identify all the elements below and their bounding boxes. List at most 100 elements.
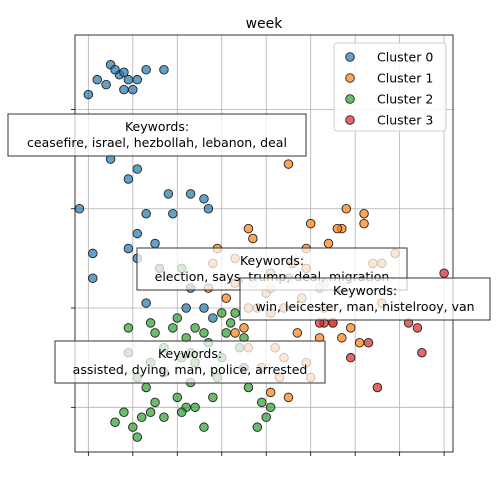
- point-cluster-0-24: [150, 238, 160, 249]
- point-cluster-2-26: [159, 412, 169, 423]
- point-cluster-0-8: [101, 79, 111, 90]
- point-cluster-0-7: [159, 64, 169, 75]
- point-cluster-2-25: [132, 432, 143, 442]
- keyword-label-3: Keywords: assisted, dying, man, police, a…: [73, 346, 308, 377]
- point-cluster-0-11: [119, 67, 129, 77]
- chart-title: week: [246, 16, 284, 32]
- point-cluster-1-4: [359, 208, 369, 219]
- point-cluster-0-27: [88, 248, 98, 259]
- point-cluster-1-44: [265, 387, 276, 398]
- point-cluster-1-38: [354, 338, 365, 348]
- point-cluster-1-18: [248, 233, 258, 244]
- point-cluster-2-21: [136, 412, 147, 423]
- point-cluster-2-30: [261, 412, 271, 423]
- keyword-box-2: [239, 277, 491, 321]
- keyword-label-0: Keywords: ceasefire, israel, hezbollah, l…: [27, 119, 287, 150]
- point-cluster-2-43: [221, 328, 231, 338]
- point-cluster-2-18: [172, 392, 183, 403]
- point-cluster-2-0: [230, 308, 240, 318]
- point-cluster-2-4: [172, 313, 183, 323]
- keyword-box-3: [54, 340, 326, 384]
- point-cluster-2-39: [123, 323, 134, 333]
- point-cluster-2-40: [150, 328, 160, 338]
- legend-label-0: Cluster 0: [377, 50, 433, 65]
- point-cluster-0-15: [163, 189, 174, 199]
- point-cluster-0-17: [123, 174, 134, 184]
- point-cluster-2-19: [150, 397, 160, 408]
- point-cluster-3-1: [363, 338, 374, 348]
- point-cluster-2-3: [190, 323, 200, 333]
- point-cluster-2-46: [265, 402, 276, 413]
- point-cluster-1-36: [337, 333, 347, 343]
- point-cluster-1-48: [243, 223, 254, 234]
- point-cluster-0-19: [141, 208, 151, 219]
- point-cluster-0-4: [110, 64, 120, 75]
- plot-frame: [74, 34, 454, 453]
- point-cluster-0-29: [141, 298, 151, 308]
- point-cluster-0-32: [208, 313, 218, 323]
- point-cluster-0-10: [128, 84, 138, 95]
- point-cluster-0-16: [185, 189, 196, 199]
- legend-marker-2: [345, 94, 355, 104]
- point-cluster-0-18: [74, 203, 85, 214]
- point-cluster-2-15: [243, 382, 254, 393]
- point-cluster-2-22: [128, 422, 138, 432]
- point-cluster-1-0: [283, 159, 294, 169]
- point-cluster-0-9: [119, 84, 129, 95]
- point-cluster-1-16: [359, 218, 369, 229]
- legend-marker-3: [345, 115, 355, 125]
- point-cluster-2-31: [257, 397, 267, 408]
- point-cluster-3-2: [345, 352, 356, 363]
- point-cluster-3-0: [439, 268, 449, 279]
- legend: Cluster 0 Cluster 1 Cluster 2 Cluster 3: [333, 42, 447, 132]
- point-cluster-2-16: [208, 392, 218, 403]
- legend-marker-1: [345, 73, 355, 83]
- point-cluster-0-20: [168, 208, 178, 219]
- point-cluster-1-45: [283, 392, 294, 403]
- point-cluster-1-30: [230, 328, 240, 338]
- point-cluster-0-5: [132, 74, 143, 85]
- point-cluster-0-28: [88, 273, 98, 284]
- keyword-annotations: Keywords: ceasefire, israel, hezbollah, l…: [7, 113, 491, 384]
- point-cluster-0-34: [199, 303, 209, 313]
- point-cluster-2-1: [225, 318, 236, 328]
- point-cluster-0-14: [132, 164, 143, 174]
- legend-label-1: Cluster 1: [377, 71, 433, 86]
- point-cluster-2-20: [145, 407, 156, 418]
- point-cluster-2-37: [217, 308, 227, 318]
- point-cluster-1-2: [332, 223, 343, 234]
- keyword-label-2: Keywords: win, leicester, man, nistelrooy…: [255, 283, 474, 314]
- point-cluster-2-24: [110, 417, 120, 427]
- point-cluster-2-33: [141, 382, 151, 393]
- point-cluster-2-32: [145, 318, 156, 328]
- point-cluster-2-45: [168, 323, 178, 333]
- point-cluster-2-23: [119, 407, 129, 418]
- point-cluster-3-9: [372, 382, 383, 393]
- point-cluster-0-22: [203, 203, 214, 214]
- point-cluster-3-8: [412, 323, 423, 333]
- point-cluster-2-17: [190, 402, 200, 413]
- point-cluster-2-42: [199, 328, 209, 338]
- legend-box: [333, 42, 447, 132]
- point-cluster-0-21: [199, 194, 209, 204]
- legend-label-3: Cluster 3: [377, 113, 433, 128]
- point-cluster-2-28: [199, 422, 209, 432]
- point-cluster-1-28: [221, 293, 231, 303]
- point-cluster-2-44: [176, 407, 187, 418]
- point-cluster-2-29: [252, 422, 263, 432]
- point-cluster-1-8: [323, 238, 334, 249]
- point-cluster-1-33: [292, 328, 303, 338]
- axis-ticks: [71, 109, 445, 456]
- point-cluster-0-31: [181, 303, 191, 313]
- point-cluster-3-6: [417, 347, 427, 358]
- point-cluster-0-12: [83, 89, 94, 100]
- point-cluster-0-23: [132, 228, 143, 239]
- point-cluster-0-6: [141, 64, 151, 75]
- legend-label-2: Cluster 2: [377, 92, 433, 107]
- point-cluster-0-0: [92, 74, 102, 85]
- legend-marker-0: [345, 52, 355, 62]
- keyword-box-0: [7, 113, 307, 157]
- point-cluster-1-6: [305, 218, 316, 229]
- point-cluster-1-29: [239, 323, 249, 333]
